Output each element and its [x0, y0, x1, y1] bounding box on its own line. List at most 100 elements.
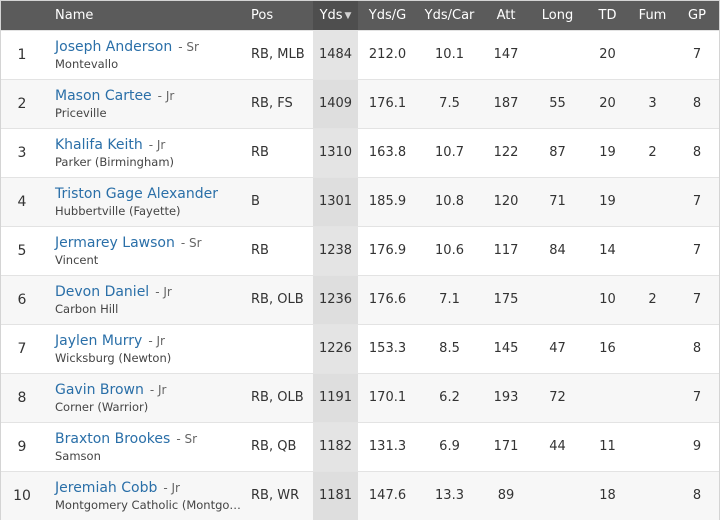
- col-header-yds-per-game[interactable]: Yds/G: [368, 7, 407, 23]
- player-name-link[interactable]: Braxton Brookes: [55, 430, 171, 447]
- long-cell: [530, 275, 585, 324]
- col-header-fum[interactable]: Fum: [638, 7, 667, 23]
- td-cell: 18: [599, 488, 616, 504]
- col-header-name[interactable]: Name: [55, 7, 94, 23]
- yds-per-carry-cell: 6.9: [439, 439, 460, 454]
- pos-cell: [243, 324, 313, 373]
- td-cell: 11: [599, 439, 616, 454]
- player-class: - Jr: [148, 137, 166, 152]
- col-header-td[interactable]: TD: [598, 7, 617, 23]
- yds-per-game-cell: 176.6: [368, 292, 407, 307]
- td-cell: 19: [599, 145, 616, 160]
- long-cell: [530, 30, 585, 79]
- td-cell: 14: [599, 243, 616, 258]
- player-name-link[interactable]: Khalifa Keith: [55, 136, 143, 153]
- table-row: 6 Devon Daniel - Jr Carbon Hill RB, OLB 1…: [1, 275, 720, 324]
- yds-per-carry-cell: 7.5: [439, 96, 460, 111]
- fum-cell: 2: [648, 145, 657, 160]
- col-header-att[interactable]: Att: [496, 7, 516, 23]
- pos-cell: B: [251, 194, 260, 209]
- yds-per-game-cell: 176.9: [368, 243, 407, 258]
- player-class: - Jr: [148, 333, 165, 348]
- yds-per-game-cell: 131.3: [368, 439, 407, 454]
- pos-cell: RB, WR: [251, 488, 300, 504]
- player-class: - Jr: [149, 382, 167, 397]
- player-name-link[interactable]: Devon Daniel: [55, 283, 150, 300]
- fum-cell: [630, 373, 675, 422]
- yds-cell: 1310: [313, 128, 359, 177]
- yds-per-game-cell: 163.8: [368, 145, 407, 160]
- player-school: Wicksburg (Newton): [55, 350, 172, 365]
- player-name-link[interactable]: Joseph Anderson: [55, 38, 173, 55]
- col-header-yds-per-carry[interactable]: Yds/Car: [424, 7, 475, 23]
- pos-cell: RB, OLB: [251, 390, 304, 405]
- fum-cell: [630, 177, 675, 226]
- rank-cell: 1: [17, 46, 27, 63]
- gp-cell: 9: [692, 439, 702, 454]
- td-cell: [585, 373, 630, 422]
- rank-cell: 6: [17, 291, 27, 308]
- yds-per-game-cell: 176.1: [368, 96, 407, 111]
- att-cell: 145: [493, 341, 519, 356]
- player-name-link[interactable]: Gavin Brown: [55, 381, 144, 398]
- table-header-row: Name Pos Yds ▼ Yds/G Yds/Car Att Long TD …: [1, 1, 720, 30]
- table-row: 2 Mason Cartee - Jr Priceville RB, FS 140…: [1, 79, 720, 128]
- fum-cell: 3: [648, 96, 657, 111]
- yds-per-game-cell: 185.9: [368, 194, 407, 209]
- rank-cell: 9: [17, 438, 27, 455]
- table-row: 4 Triston Gage Alexander Hubbertville (F…: [1, 177, 720, 226]
- yds-cell: 1181: [313, 471, 359, 520]
- yds-per-carry-cell: 13.3: [435, 488, 464, 504]
- table-row: 9 Braxton Brookes - Sr Samson RB, QB 1182…: [1, 422, 720, 471]
- player-cell: Jeremiah Cobb - Jr Montgomery Catholic (M…: [43, 471, 243, 520]
- player-name-link[interactable]: Jaylen Murry: [55, 332, 143, 349]
- pos-cell: RB, FS: [251, 96, 293, 111]
- pos-cell: RB: [251, 243, 269, 258]
- yds-per-carry-cell: 7.1: [439, 292, 460, 307]
- long-cell: [530, 471, 585, 520]
- gp-cell: 8: [692, 145, 702, 160]
- player-class: - Sr: [178, 39, 199, 54]
- long-cell: 55: [549, 96, 566, 111]
- yds-per-game-cell: 212.0: [368, 47, 407, 62]
- td-cell: 19: [599, 194, 616, 209]
- gp-cell: 8: [692, 488, 702, 504]
- yds-cell: 1238: [313, 226, 359, 275]
- player-class: - Jr: [155, 284, 172, 299]
- player-name-link[interactable]: Jermarey Lawson: [55, 234, 175, 251]
- yds-per-carry-cell: 6.2: [439, 390, 460, 405]
- player-name-link[interactable]: Mason Cartee: [55, 87, 152, 104]
- att-cell: 171: [493, 439, 519, 454]
- player-cell: Gavin Brown - Jr Corner (Warrior): [43, 373, 243, 422]
- td-cell: 16: [599, 341, 616, 356]
- gp-cell: 7: [692, 47, 702, 62]
- col-header-long[interactable]: Long: [541, 7, 574, 23]
- player-cell: Devon Daniel - Jr Carbon Hill: [43, 275, 243, 324]
- col-header-gp[interactable]: GP: [688, 7, 706, 23]
- table-row: 1 Joseph Anderson - Sr Montevallo RB, MLB…: [1, 30, 720, 79]
- yds-cell: 1301: [313, 177, 359, 226]
- gp-cell: 8: [692, 341, 702, 356]
- player-name-link[interactable]: Jeremiah Cobb: [55, 479, 158, 496]
- fum-cell: [630, 471, 675, 520]
- gp-cell: 7: [692, 194, 702, 209]
- player-name-link[interactable]: Triston Gage Alexander: [55, 185, 219, 202]
- yds-per-carry-cell: 10.7: [435, 145, 464, 160]
- player-school: Parker (Birmingham): [55, 154, 175, 169]
- col-header-yds[interactable]: Yds ▼: [313, 1, 359, 30]
- yds-cell: 1226: [313, 324, 359, 373]
- rank-cell: 8: [17, 389, 27, 406]
- yds-cell: 1236: [313, 275, 359, 324]
- yds-cell: 1191: [313, 373, 359, 422]
- gp-cell: 7: [692, 243, 702, 258]
- yds-per-game-cell: 153.3: [368, 341, 407, 356]
- table-body: 1 Joseph Anderson - Sr Montevallo RB, MLB…: [1, 30, 720, 520]
- player-school: Priceville: [55, 105, 107, 120]
- table-row: 5 Jermarey Lawson - Sr Vincent RB 1238 17…: [1, 226, 720, 275]
- fum-cell: [630, 226, 675, 275]
- table-row: 10 Jeremiah Cobb - Jr Montgomery Catholic…: [1, 471, 720, 520]
- table-row: 7 Jaylen Murry - Jr Wicksburg (Newton) 12…: [1, 324, 720, 373]
- gp-cell: 7: [692, 292, 702, 307]
- col-header-pos[interactable]: Pos: [251, 7, 274, 23]
